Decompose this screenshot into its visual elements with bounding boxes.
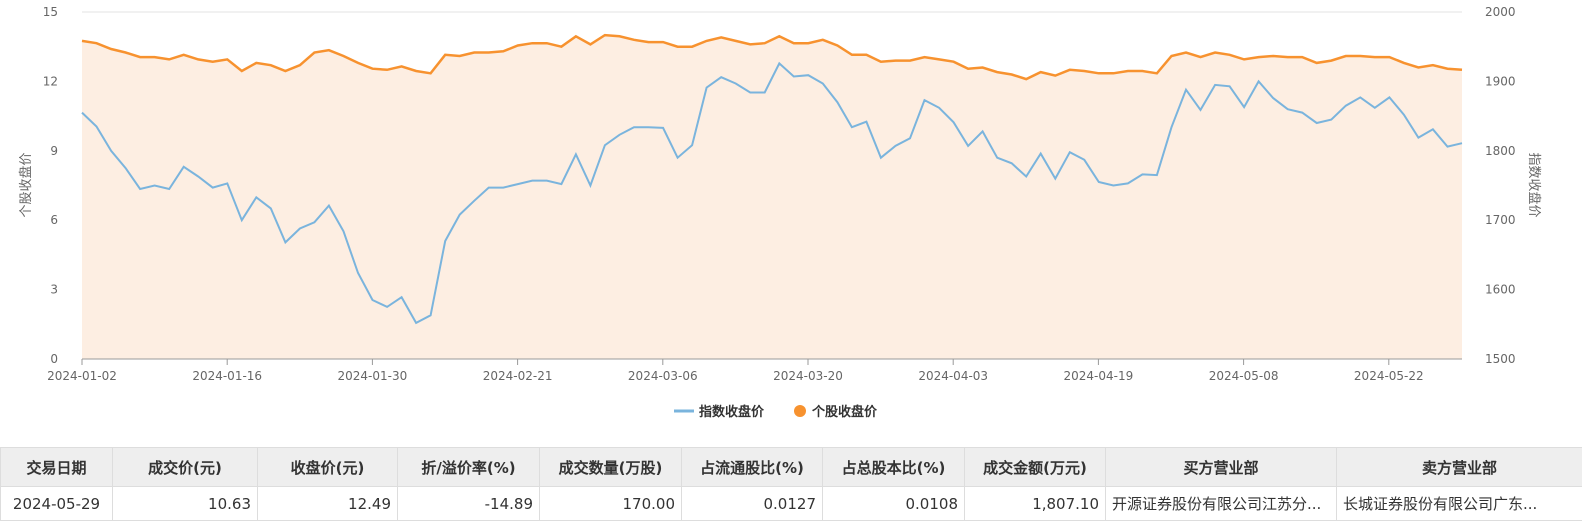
x-tick-label: 2024-02-21	[483, 369, 553, 383]
right-tick-label: 1900	[1485, 74, 1516, 88]
left-axis-title: 个股收盘价	[18, 152, 34, 217]
left-tick-label: 3	[50, 283, 58, 297]
x-tick-label: 2024-05-08	[1209, 369, 1279, 383]
cell-total-ratio: 0.0108	[822, 486, 965, 521]
x-tick-label: 2024-03-06	[628, 369, 698, 383]
index-price-line	[81, 61, 1463, 325]
x-tick-label: 2024-05-22	[1354, 369, 1424, 383]
stock-price-area-fill	[82, 35, 1462, 359]
x-tick-label: 2024-03-20	[773, 369, 843, 383]
table-row: 2024-05-29 10.63 12.49 -14.89 170.00 0.0…	[0, 486, 1582, 521]
cell-trade-date: 2024-05-29	[0, 486, 113, 521]
header-float-ratio[interactable]: 占流通股比(%)	[681, 447, 823, 487]
right-tick-label: 1500	[1485, 352, 1516, 366]
header-trade-date[interactable]: 交易日期	[0, 447, 113, 487]
left-tick-label: 15	[43, 5, 58, 19]
right-tick-label: 2000	[1485, 5, 1516, 19]
block-trade-table: 交易日期 成交价(元) 收盘价(元) 折/溢价率(%) 成交数量(万股) 占流通…	[0, 447, 1582, 521]
legend-item-stock[interactable]: 个股收盘价	[794, 404, 878, 420]
cell-close-price: 12.49	[257, 486, 398, 521]
header-deal-price[interactable]: 成交价(元)	[112, 447, 258, 487]
line-chart: 0 3 6 9 12 15 1500 1600 1700 1800 1900 2000 2024-0…	[18, 5, 1542, 420]
legend-label-stock: 个股收盘价	[811, 404, 878, 420]
x-tick-label: 2024-04-03	[918, 369, 988, 383]
cell-volume: 170.00	[539, 486, 682, 521]
right-tick-label: 1800	[1485, 144, 1516, 158]
header-premium-rate[interactable]: 折/溢价率(%)	[397, 447, 540, 487]
table-header-row: 交易日期 成交价(元) 收盘价(元) 折/溢价率(%) 成交数量(万股) 占流通…	[0, 447, 1582, 487]
legend-dot-icon	[794, 405, 806, 417]
right-tick-label: 1600	[1485, 283, 1516, 297]
header-amount[interactable]: 成交金额(万元)	[964, 447, 1106, 487]
header-total-ratio[interactable]: 占总股本比(%)	[822, 447, 965, 487]
cell-deal-price: 10.63	[112, 486, 258, 521]
cell-amount: 1,807.10	[964, 486, 1106, 521]
x-tick-label: 2024-01-30	[338, 369, 408, 383]
header-close-price[interactable]: 收盘价(元)	[257, 447, 398, 487]
right-tick-label: 1700	[1485, 213, 1516, 227]
legend-label-index: 指数收盘价	[699, 404, 765, 420]
left-tick-label: 9	[50, 144, 58, 158]
legend-item-index[interactable]: 指数收盘价	[674, 404, 765, 420]
header-buyer: 买方营业部	[1105, 447, 1337, 487]
stock-price-line	[81, 33, 1463, 81]
x-axis-ticks: 2024-01-02 2024-01-16 2024-01-30 2024-02-21…	[47, 359, 1424, 383]
header-volume[interactable]: 成交数量(万股)	[539, 447, 682, 487]
cell-float-ratio: 0.0127	[681, 486, 823, 521]
cell-buyer[interactable]: 开源证券股份有限公司江苏分...	[1105, 486, 1337, 521]
header-seller: 卖方营业部	[1336, 447, 1582, 487]
left-tick-label: 6	[50, 213, 58, 227]
x-tick-label: 2024-04-19	[1064, 369, 1134, 383]
left-tick-label: 0	[50, 352, 58, 366]
cell-premium-rate: -14.89	[397, 486, 540, 521]
legend: 指数收盘价 个股收盘价	[674, 404, 878, 420]
right-axis-ticks: 1500 1600 1700 1800 1900 2000	[1485, 5, 1516, 366]
left-axis-ticks: 0 3 6 9 12 15	[43, 5, 58, 366]
x-tick-label: 2024-01-16	[192, 369, 262, 383]
cell-seller[interactable]: 长城证券股份有限公司广东...	[1336, 486, 1582, 521]
right-axis-title: 指数收盘价	[1526, 152, 1542, 217]
left-tick-label: 12	[43, 74, 58, 88]
x-tick-label: 2024-01-02	[47, 369, 117, 383]
